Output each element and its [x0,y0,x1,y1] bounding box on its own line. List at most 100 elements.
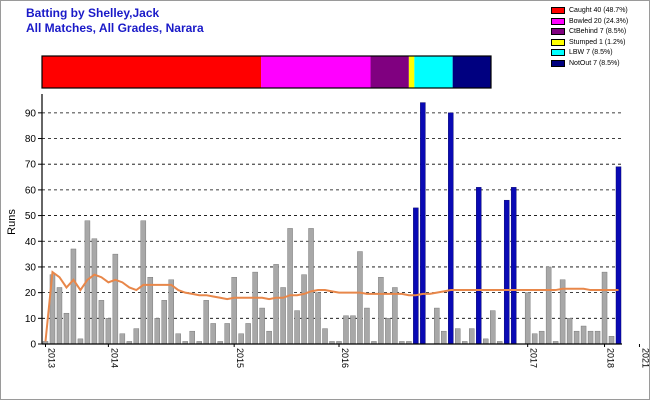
x-tick-label: 2015 [235,348,245,368]
runs-bar [531,333,538,345]
runs-bar [608,336,615,345]
runs-bar [587,330,594,345]
legend-label: Bowled 20 (24.3%) [569,17,629,25]
runs-bar [224,323,230,345]
y-tick-label: 90 [25,108,37,119]
y-axis-label: Runs [6,209,18,235]
runs-bar [538,330,545,345]
legend-item: NotOut 7 (8.5%) [551,59,646,70]
runs-bar [455,328,461,345]
runs-bar [63,312,70,345]
y-tick-label: 0 [30,340,36,351]
runs-bar [315,292,321,345]
dismissal-segment-bowled [261,56,371,88]
legend-swatch [551,59,565,67]
runs-bar [524,292,531,345]
runs-bar [189,330,195,345]
not-out-bar [476,187,482,345]
runs-bar [210,323,216,345]
runs-bar [364,307,370,345]
dismissal-segment-ctbehind [370,56,409,88]
runs-bar [91,238,98,345]
not-out-bar [503,199,510,345]
x-tick-label: 2014 [109,348,119,368]
not-out-bar [413,207,419,345]
y-tick-label: 80 [25,134,37,145]
y-tick-label: 60 [25,185,37,196]
x-tick-label: 2016 [340,348,350,368]
runs-bar [392,287,398,345]
runs-bar [105,318,112,345]
runs-bar [56,287,63,345]
runs-bar [140,220,147,345]
y-tick-label: 10 [25,314,37,325]
runs-bar [161,300,168,345]
runs-bar [294,310,300,345]
runs-bar [573,330,580,345]
legend-swatch [551,28,565,35]
legend: Caught 40 (48.7%) Bowled 20 (24.3%) CtBe… [551,6,646,69]
dismissal-segment-notout [452,56,491,88]
runs-bar [287,228,293,345]
runs-bar [112,253,119,345]
legend-item: CtBehind 7 (8.5%) [551,27,646,38]
runs-bar [231,277,237,345]
runs-bar [203,300,209,345]
runs-bar [385,318,391,345]
runs-bar [77,338,84,345]
legend-label: NotOut 7 (8.5%) [569,59,620,67]
runs-bar [434,307,440,345]
dismissal-segment-caught [42,56,262,88]
runs-bar [378,277,384,345]
legend-item: Caught 40 (48.7%) [551,6,646,17]
runs-bar [308,228,314,345]
runs-bar [168,279,174,345]
y-tick-label: 50 [25,211,37,222]
runs-bar [357,251,363,345]
runs-bar [133,328,140,345]
x-tick-label: 2021 [640,348,650,368]
runs-bar [266,330,272,345]
runs-bar [147,277,154,345]
average-line [44,270,619,342]
legend-label: Stumped 1 (1.2%) [569,38,626,46]
runs-bar [469,328,475,345]
runs-bar [273,264,279,345]
runs-bar [70,248,77,345]
y-tick-label: 30 [25,262,37,273]
runs-bar [280,287,286,345]
runs-bar [601,271,608,345]
legend-item: Stumped 1 (1.2%) [551,38,646,49]
dismissal-segment-lbw [414,56,453,88]
runs-bar [98,300,105,345]
not-out-bar [615,166,622,345]
dismissal-bar-outline [41,55,492,89]
runs-bar [350,315,356,345]
legend-label: CtBehind 7 (8.5%) [569,28,627,35]
not-out-bar [510,187,517,345]
runs-bar [301,274,307,345]
runs-bar [259,307,265,345]
runs-bar [343,315,349,345]
not-out-bar [448,112,454,345]
runs-bar [119,333,126,345]
legend-item: Bowled 20 (24.3%) [551,17,646,28]
runs-bar [580,325,587,345]
legend-label: LBW 7 (8.5%) [569,49,613,56]
legend-item: LBW 7 (8.5%) [551,48,646,59]
legend-swatch [551,7,565,14]
runs-bar [566,318,573,345]
dismissal-segment-stumped [408,56,415,88]
legend-label: Caught 40 (48.7%) [569,7,628,14]
not-out-bar [420,102,426,345]
x-tick-label: 2018 [606,348,616,368]
runs-bar [490,310,496,345]
chart-subtitle: All Matches, All Grades, Narara [26,21,204,35]
runs-bar [483,338,489,345]
legend-swatch [551,38,565,46]
chart-title: Batting by Shelley,Jack [26,6,160,20]
legend-swatch [551,49,565,56]
runs-bar [245,323,251,345]
y-tick-label: 70 [25,160,37,171]
